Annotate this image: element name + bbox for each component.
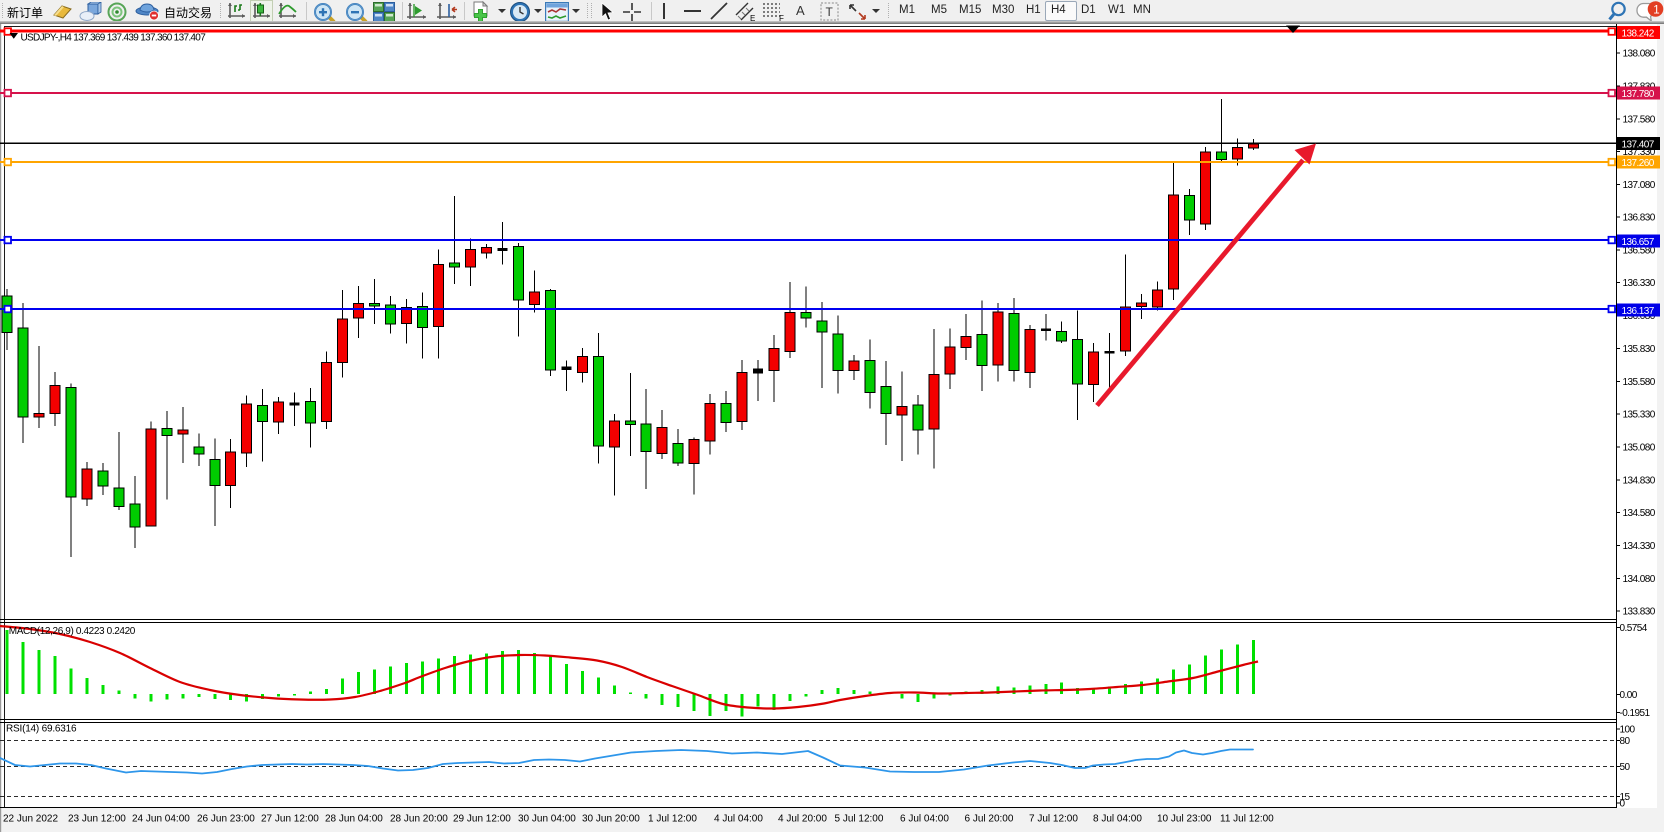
svg-text:137.780: 137.780 — [1622, 89, 1655, 100]
svg-text:F: F — [779, 14, 784, 22]
svg-text:22 Jun 2022: 22 Jun 2022 — [3, 814, 58, 825]
svg-text:28 Jun 04:00: 28 Jun 04:00 — [325, 814, 383, 825]
svg-text:10 Jul 23:00: 10 Jul 23:00 — [1157, 814, 1212, 825]
svg-text:134.580: 134.580 — [1623, 508, 1656, 519]
svg-text:0: 0 — [1620, 799, 1626, 810]
svg-text:8 Jul 04:00: 8 Jul 04:00 — [1093, 814, 1142, 825]
svg-text:135.580: 135.580 — [1623, 377, 1656, 388]
svg-text:7 Jul 12:00: 7 Jul 12:00 — [1029, 814, 1078, 825]
svg-text:24 Jun 04:00: 24 Jun 04:00 — [132, 814, 190, 825]
svg-text:137.330: 137.330 — [1623, 147, 1656, 158]
svg-text:133.830: 133.830 — [1623, 607, 1656, 618]
svg-text:136.580: 136.580 — [1623, 246, 1656, 257]
svg-text:30 Jun 04:00: 30 Jun 04:00 — [518, 814, 576, 825]
svg-text:4 Jul 20:00: 4 Jul 20:00 — [778, 814, 827, 825]
svg-text:136.137: 136.137 — [1622, 306, 1655, 317]
svg-text:-0.1951: -0.1951 — [1620, 708, 1651, 719]
svg-text:6 Jul 04:00: 6 Jul 04:00 — [900, 814, 949, 825]
svg-text:137.080: 137.080 — [1623, 180, 1656, 191]
svg-text:136.330: 136.330 — [1623, 278, 1656, 289]
svg-text:136.080: 136.080 — [1623, 311, 1656, 322]
svg-text:0.5754: 0.5754 — [1620, 623, 1648, 634]
svg-text:138.080: 138.080 — [1623, 49, 1656, 60]
svg-text:5 Jul 12:00: 5 Jul 12:00 — [835, 814, 884, 825]
svg-text:134.830: 134.830 — [1623, 476, 1656, 487]
svg-text:135.330: 135.330 — [1623, 410, 1656, 421]
svg-text:30 Jun 20:00: 30 Jun 20:00 — [582, 814, 640, 825]
svg-text:E: E — [750, 14, 755, 22]
svg-text:136.830: 136.830 — [1623, 213, 1656, 224]
svg-text:15: 15 — [1620, 792, 1631, 803]
svg-text:4 Jul 04:00: 4 Jul 04:00 — [714, 814, 763, 825]
svg-text:135.830: 135.830 — [1623, 344, 1656, 355]
svg-text:26 Jun 23:00: 26 Jun 23:00 — [197, 814, 255, 825]
svg-text:29 Jun 12:00: 29 Jun 12:00 — [453, 814, 511, 825]
svg-text:6 Jul 20:00: 6 Jul 20:00 — [965, 814, 1014, 825]
svg-text:0.00: 0.00 — [1620, 690, 1638, 701]
svg-text:136.657: 136.657 — [1622, 237, 1655, 248]
svg-text:RSI(14) 69.6316: RSI(14) 69.6316 — [6, 724, 77, 735]
svg-text:T: T — [826, 5, 834, 19]
svg-text:80: 80 — [1620, 736, 1631, 747]
svg-text:135.080: 135.080 — [1623, 443, 1656, 454]
svg-text:USDJPY-,H4 137.369 137.439 13: USDJPY-,H4 137.369 137.439 137.360 137.4… — [21, 32, 207, 43]
svg-text:137.407: 137.407 — [1622, 139, 1655, 150]
svg-text:11 Jul 12:00: 11 Jul 12:00 — [1220, 814, 1274, 825]
svg-text:28 Jun 20:00: 28 Jun 20:00 — [390, 814, 448, 825]
svg-text:100: 100 — [1620, 725, 1636, 736]
svg-text:23 Jun 12:00: 23 Jun 12:00 — [68, 814, 126, 825]
svg-text:1 Jul 12:00: 1 Jul 12:00 — [648, 814, 697, 825]
svg-text:134.330: 134.330 — [1623, 541, 1656, 552]
svg-text:1: 1 — [1653, 4, 1659, 16]
svg-text:50: 50 — [1620, 762, 1631, 773]
svg-text:137.260: 137.260 — [1622, 158, 1655, 169]
svg-text:134.080: 134.080 — [1623, 574, 1656, 585]
svg-text:MACD(12,26,9) 0.4223 0.2420: MACD(12,26,9) 0.4223 0.2420 — [9, 626, 136, 637]
svg-text:138.242: 138.242 — [1622, 28, 1655, 39]
svg-text:137.580: 137.580 — [1623, 115, 1656, 126]
svg-text:27 Jun 12:00: 27 Jun 12:00 — [261, 814, 319, 825]
